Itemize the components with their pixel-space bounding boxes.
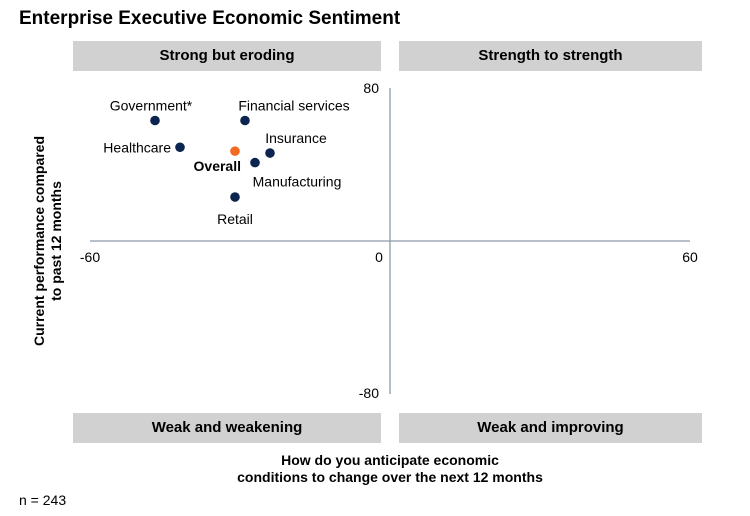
quadrant-label-bottom-right: Weak and improving (399, 413, 702, 443)
quadrant-label-top-right: Strength to strength (399, 41, 702, 71)
data-point (265, 148, 275, 158)
point-label: Healthcare (103, 139, 171, 155)
point-label: Retail (217, 211, 253, 227)
y-tick-label: 80 (363, 80, 379, 96)
point-label: Manufacturing (253, 174, 342, 190)
point-label: Government* (110, 98, 193, 114)
sample-size-note: n = 243 (19, 492, 67, 508)
x-tick-label: 0 (375, 249, 383, 265)
data-point (240, 115, 250, 126)
data-point (175, 142, 185, 153)
y-tick-label: -80 (359, 385, 379, 401)
point-label: Insurance (265, 130, 327, 146)
x-axis-label-line2: conditions to change over the next 12 mo… (237, 469, 543, 485)
data-point (150, 115, 160, 126)
data-point (230, 192, 240, 202)
quadrant-label-top-left: Strong but eroding (73, 41, 381, 71)
x-tick-label: 60 (682, 249, 698, 265)
x-axis-label-line1: How do you anticipate economic (281, 452, 499, 468)
x-axis-label: How do you anticipate economic condition… (190, 452, 590, 486)
x-tick-label: -60 (80, 249, 100, 265)
data-point (250, 157, 260, 168)
point-label: Overall (194, 158, 241, 174)
overall-point (230, 146, 240, 156)
chart-title: Enterprise Executive Economic Sentiment (19, 8, 401, 29)
point-label: Financial services (238, 98, 349, 114)
quadrant-label-bottom-left: Weak and weakening (73, 413, 381, 443)
